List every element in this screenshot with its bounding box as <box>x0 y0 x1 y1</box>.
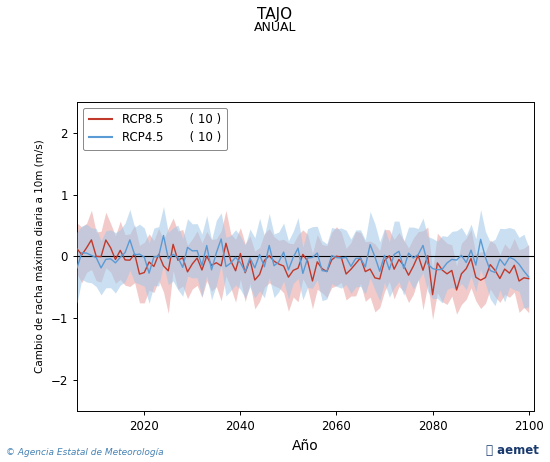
Legend: RCP8.5       ( 10 ), RCP4.5       ( 10 ): RCP8.5 ( 10 ), RCP4.5 ( 10 ) <box>83 108 227 150</box>
Text: TAJO: TAJO <box>257 7 293 22</box>
Text: © Agencia Estatal de Meteorología: © Agencia Estatal de Meteorología <box>6 449 163 457</box>
Text: ANUAL: ANUAL <box>254 21 296 34</box>
Y-axis label: Cambio de racha máxima diaria a 10m (m/s): Cambio de racha máxima diaria a 10m (m/s… <box>35 140 45 373</box>
Text: Ⓡ aemet: Ⓡ aemet <box>486 444 539 457</box>
X-axis label: Año: Año <box>292 439 318 453</box>
